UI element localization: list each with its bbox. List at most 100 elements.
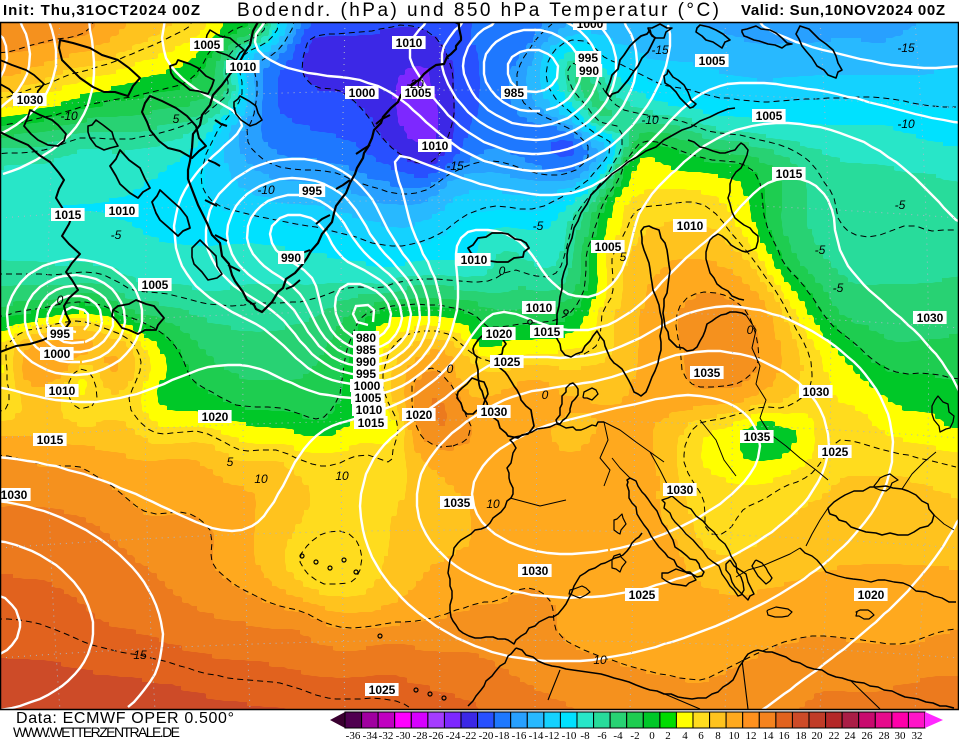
svg-text:0: 0	[542, 388, 549, 402]
svg-text:1010: 1010	[422, 139, 449, 153]
svg-text:2: 2	[665, 730, 671, 741]
svg-text:-26: -26	[429, 730, 444, 741]
svg-text:Valid: Sun,10NOV2024 00Z: Valid: Sun,10NOV2024 00Z	[741, 2, 945, 19]
svg-text:990: 990	[281, 251, 301, 265]
svg-text:0: 0	[649, 730, 655, 741]
svg-text:8: 8	[715, 730, 721, 741]
svg-text:4: 4	[682, 730, 688, 741]
svg-text:1010: 1010	[109, 204, 136, 218]
svg-text:22: 22	[829, 730, 840, 741]
svg-text:15: 15	[133, 648, 147, 662]
svg-text:-4: -4	[613, 730, 623, 741]
svg-text:-15: -15	[897, 41, 915, 55]
svg-text:-5: -5	[815, 243, 826, 257]
svg-text:-36: -36	[346, 730, 361, 741]
svg-text:32: 32	[912, 730, 923, 741]
svg-text:1030: 1030	[1, 488, 28, 502]
svg-text:24: 24	[845, 730, 857, 741]
svg-text:5: 5	[227, 455, 234, 469]
svg-text:1005: 1005	[405, 86, 432, 100]
svg-text:1020: 1020	[202, 410, 229, 424]
svg-text:-15: -15	[446, 159, 464, 173]
svg-text:-22: -22	[462, 730, 477, 741]
svg-text:12: 12	[746, 730, 757, 741]
svg-text:995: 995	[302, 184, 322, 198]
svg-text:28: 28	[879, 730, 891, 741]
svg-text:980: 980	[356, 331, 376, 345]
svg-text:-30: -30	[396, 730, 411, 741]
svg-text:16: 16	[779, 730, 791, 741]
svg-text:1000: 1000	[44, 347, 71, 361]
svg-text:1005: 1005	[142, 278, 169, 292]
svg-text:1015: 1015	[534, 325, 561, 339]
svg-text:-18: -18	[495, 730, 510, 741]
svg-text:0: 0	[499, 264, 506, 278]
svg-text:1005: 1005	[355, 391, 382, 405]
svg-text:1030: 1030	[917, 311, 944, 325]
svg-text:-2: -2	[630, 730, 639, 741]
svg-text:1030: 1030	[803, 385, 830, 399]
svg-text:1010: 1010	[230, 60, 257, 74]
svg-text:1015: 1015	[358, 416, 385, 430]
svg-text:Init: Thu,31OCT2024 00Z: Init: Thu,31OCT2024 00Z	[3, 2, 200, 19]
svg-text:-10: -10	[641, 113, 659, 127]
svg-text:1015: 1015	[37, 433, 64, 447]
svg-text:6: 6	[698, 730, 704, 741]
svg-text:1020: 1020	[406, 408, 433, 422]
svg-text:-10: -10	[897, 117, 915, 131]
svg-text:1010: 1010	[526, 301, 553, 315]
svg-text:-28: -28	[413, 730, 428, 741]
svg-text:995: 995	[356, 367, 376, 381]
svg-text:-6: -6	[597, 730, 607, 741]
svg-text:1025: 1025	[822, 445, 849, 459]
svg-text:995: 995	[50, 327, 70, 341]
svg-text:985: 985	[504, 86, 524, 100]
svg-text:1030: 1030	[667, 483, 694, 497]
svg-text:1035: 1035	[744, 430, 771, 444]
svg-text:1010: 1010	[461, 253, 488, 267]
svg-text:-5: -5	[533, 219, 544, 233]
svg-text:30: 30	[895, 730, 907, 741]
svg-text:1030: 1030	[481, 405, 508, 419]
svg-text:1005: 1005	[194, 38, 221, 52]
svg-text:10: 10	[335, 469, 349, 483]
svg-text:-14: -14	[529, 730, 544, 741]
svg-text:1030: 1030	[522, 564, 549, 578]
svg-text:Data: ECMWF OPER 0.500°: Data: ECMWF OPER 0.500°	[16, 710, 234, 727]
svg-text:WWW.WETTERZENTRALE.DE: WWW.WETTERZENTRALE.DE	[13, 724, 180, 740]
svg-text:-32: -32	[379, 730, 394, 741]
svg-text:20: 20	[812, 730, 824, 741]
svg-text:5: 5	[173, 112, 180, 126]
svg-text:10: 10	[593, 653, 607, 667]
svg-text:1015: 1015	[776, 167, 803, 181]
svg-text:1020: 1020	[858, 588, 885, 602]
svg-text:0: 0	[747, 323, 754, 337]
svg-text:995: 995	[578, 51, 598, 65]
svg-text:10: 10	[729, 730, 741, 741]
svg-text:1010: 1010	[356, 403, 383, 417]
svg-text:-5: -5	[895, 198, 906, 212]
svg-text:14: 14	[763, 730, 775, 741]
svg-text:1035: 1035	[694, 366, 721, 380]
svg-text:-10: -10	[60, 109, 78, 123]
svg-text:1005: 1005	[756, 109, 783, 123]
svg-text:10: 10	[486, 497, 500, 511]
svg-text:990: 990	[356, 355, 376, 369]
svg-text:1025: 1025	[494, 355, 521, 369]
svg-text:1035: 1035	[444, 496, 471, 510]
svg-text:-12: -12	[545, 730, 560, 741]
svg-text:1015: 1015	[55, 208, 82, 222]
svg-text:-20: -20	[406, 77, 424, 91]
svg-text:1020: 1020	[486, 327, 513, 341]
svg-text:1030: 1030	[17, 93, 44, 107]
svg-text:-5: -5	[833, 281, 844, 295]
svg-text:1025: 1025	[629, 588, 656, 602]
svg-text:-16: -16	[512, 730, 527, 741]
svg-text:-34: -34	[363, 730, 378, 741]
svg-text:1010: 1010	[396, 36, 423, 50]
svg-text:1000: 1000	[577, 17, 604, 31]
svg-text:-8: -8	[580, 730, 590, 741]
svg-text:1000: 1000	[349, 86, 376, 100]
svg-text:18: 18	[796, 730, 808, 741]
svg-text:26: 26	[862, 730, 874, 741]
